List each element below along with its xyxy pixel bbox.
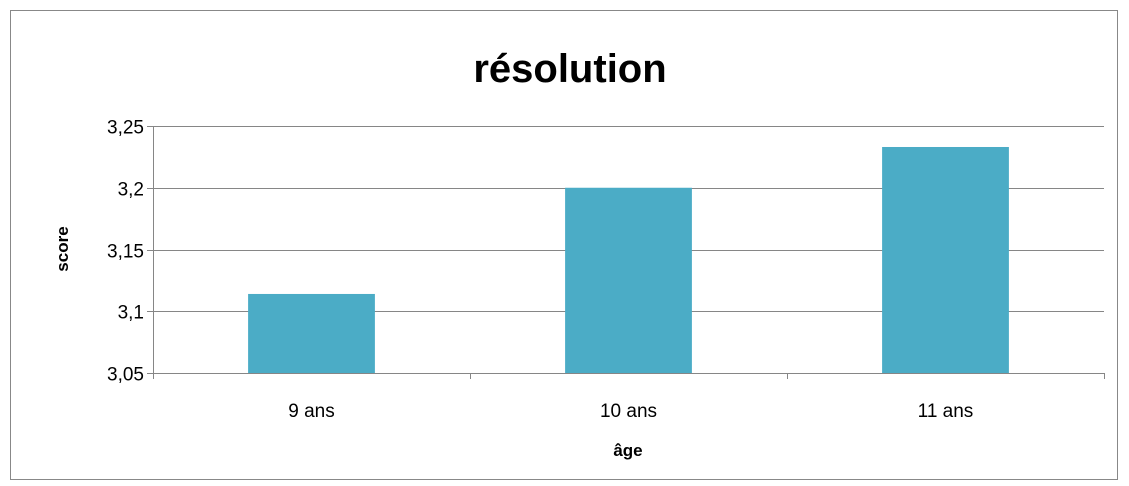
y-tick-labels: 3,05 3,1 3,15 3,2 3,25 bbox=[107, 118, 144, 386]
chart-title: résolution bbox=[473, 47, 666, 91]
y-tick-label: 3,05 bbox=[107, 365, 144, 386]
x-tick-label: 10 ans bbox=[600, 401, 657, 422]
x-tick-label: 11 ans bbox=[918, 401, 974, 422]
x-axis-label: âge bbox=[613, 441, 642, 460]
x-tick-label: 9 ans bbox=[288, 401, 334, 422]
y-tick-label: 3,2 bbox=[118, 180, 144, 201]
y-axis-label: score bbox=[53, 226, 72, 271]
y-tick-label: 3,15 bbox=[107, 242, 144, 263]
x-tick-labels: 9 ans 10 ans 11 ans bbox=[288, 401, 973, 422]
bar bbox=[882, 146, 1009, 373]
bar bbox=[565, 187, 692, 373]
y-tick-label: 3,1 bbox=[118, 303, 144, 324]
axes bbox=[147, 126, 1105, 379]
y-tick-label: 3,25 bbox=[107, 118, 144, 139]
bar bbox=[248, 293, 375, 373]
bars bbox=[248, 146, 1009, 373]
